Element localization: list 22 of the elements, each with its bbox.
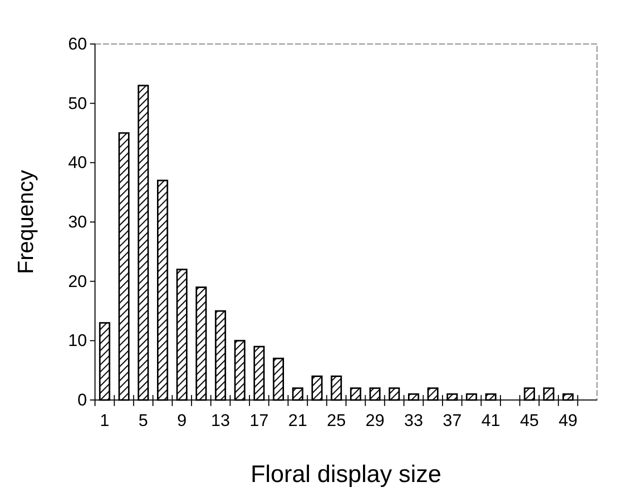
x-tick-label: 5: [138, 411, 148, 430]
x-tick-label: 37: [442, 411, 462, 430]
y-tick-label: 40: [68, 153, 87, 172]
y-tick-label: 10: [68, 331, 87, 350]
x-tick-label: 17: [250, 411, 269, 430]
y-tick-label: 0: [78, 390, 87, 410]
y-tick-label: 60: [68, 34, 87, 54]
x-tick-label: 1: [100, 411, 110, 430]
x-tick-label: 33: [404, 411, 424, 430]
x-axis-title: Floral display size: [250, 461, 442, 488]
y-tick-label: 50: [68, 94, 87, 113]
x-tick-label: 13: [211, 411, 230, 430]
x-tick-label: 45: [520, 411, 539, 430]
y-tick-label: 20: [68, 272, 87, 291]
x-tick-label: 49: [558, 411, 578, 430]
x-tick-label: 9: [177, 411, 187, 430]
y-tick-label: 30: [68, 212, 87, 232]
x-tick-label: 41: [481, 411, 500, 430]
x-tick-label: 29: [366, 411, 384, 430]
y-axis-title: Frequency: [13, 170, 38, 274]
x-tick-label: 25: [326, 411, 346, 430]
x-tick-label: 21: [288, 411, 308, 430]
